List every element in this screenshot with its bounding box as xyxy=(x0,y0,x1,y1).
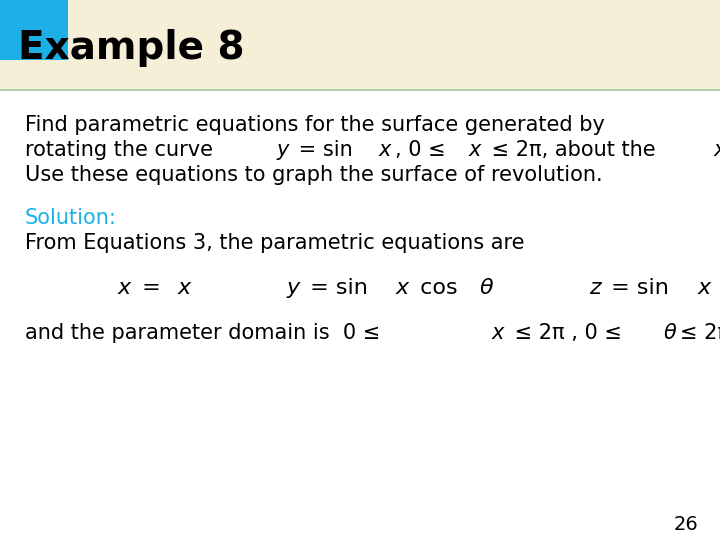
Text: From Equations 3, the parametric equations are: From Equations 3, the parametric equatio… xyxy=(25,233,524,253)
Text: ≤ 2π.: ≤ 2π. xyxy=(680,323,720,343)
Text: x: x xyxy=(396,278,409,298)
Text: ≤ 2π , 0 ≤: ≤ 2π , 0 ≤ xyxy=(508,323,629,343)
Text: x: x xyxy=(379,140,392,160)
Text: x: x xyxy=(177,278,191,298)
Text: x: x xyxy=(697,278,711,298)
Text: and the parameter domain is  0 ≤: and the parameter domain is 0 ≤ xyxy=(25,323,387,343)
Text: =: = xyxy=(135,278,168,298)
Text: Find parametric equations for the surface generated by: Find parametric equations for the surfac… xyxy=(25,115,605,135)
Text: x: x xyxy=(469,140,481,160)
Text: = sin: = sin xyxy=(604,278,676,298)
Text: Example 8: Example 8 xyxy=(18,29,245,67)
Text: x: x xyxy=(492,323,504,343)
Text: = sin: = sin xyxy=(303,278,375,298)
Text: , 0 ≤: , 0 ≤ xyxy=(395,140,452,160)
Text: x: x xyxy=(714,140,720,160)
Text: x: x xyxy=(118,278,131,298)
Text: = sin: = sin xyxy=(292,140,359,160)
Text: rotating the curve: rotating the curve xyxy=(25,140,220,160)
Text: Solution:: Solution: xyxy=(25,208,117,228)
Text: 26: 26 xyxy=(673,516,698,535)
Text: sin: sin xyxy=(714,278,720,298)
Text: θ: θ xyxy=(480,278,493,298)
Text: Use these equations to graph the surface of revolution.: Use these equations to graph the surface… xyxy=(25,165,603,185)
Text: y: y xyxy=(276,140,289,160)
Text: cos: cos xyxy=(413,278,464,298)
FancyBboxPatch shape xyxy=(0,0,68,60)
FancyBboxPatch shape xyxy=(0,0,720,90)
Text: z: z xyxy=(589,278,601,298)
Text: ≤ 2π, about the: ≤ 2π, about the xyxy=(485,140,662,160)
Text: θ: θ xyxy=(663,323,676,343)
Text: y: y xyxy=(287,278,300,298)
